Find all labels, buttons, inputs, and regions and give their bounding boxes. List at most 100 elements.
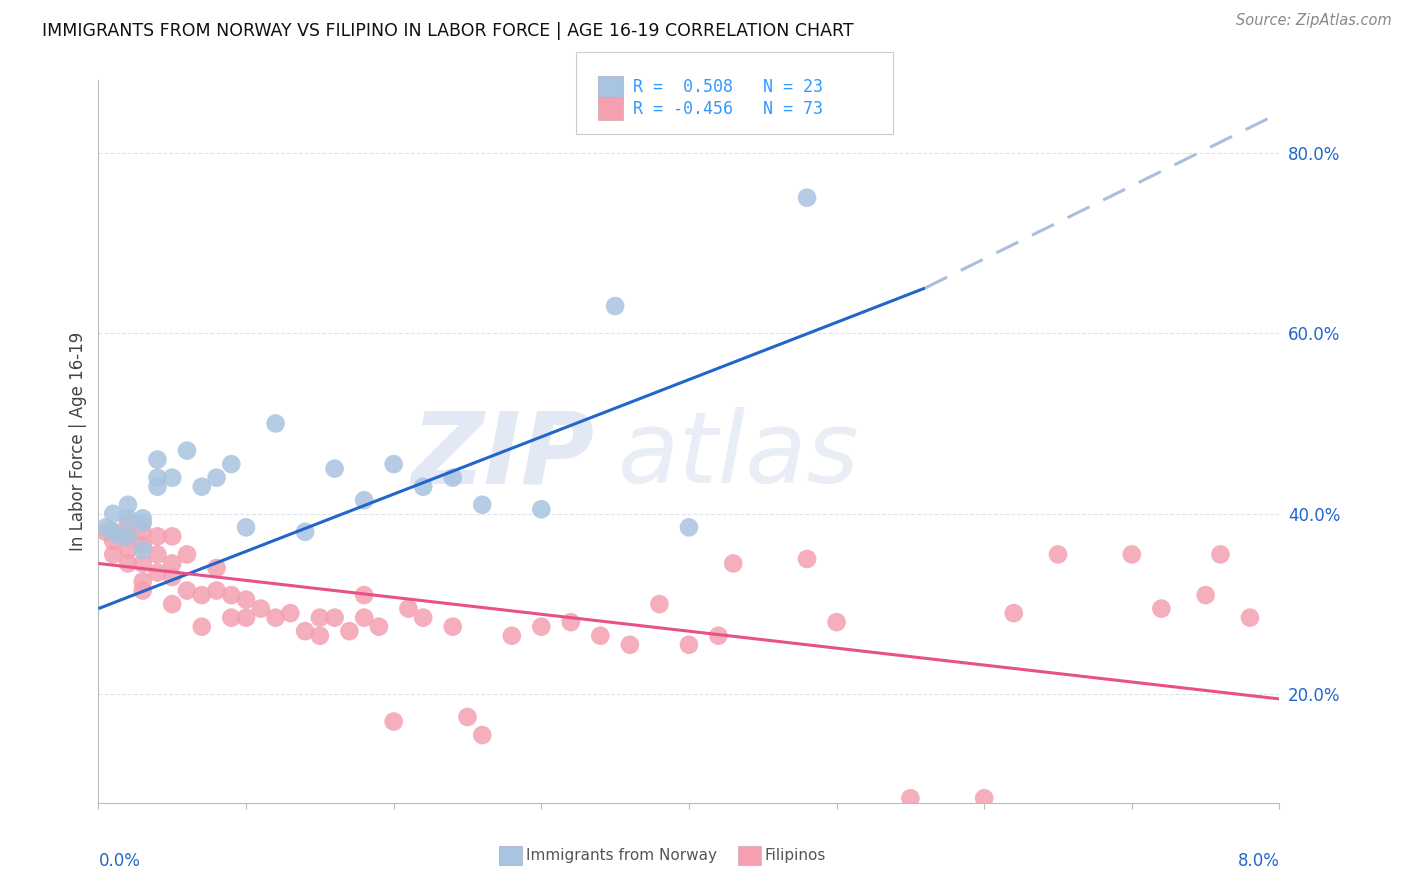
Point [973,791,995,805]
Point [132,516,155,530]
Point [707,629,730,643]
Point [132,524,155,539]
Point [412,480,434,494]
Point [132,583,155,598]
Point [146,566,169,580]
Point [589,629,612,643]
Point [441,471,464,485]
Point [94,520,117,534]
Point [176,443,198,458]
Point [103,533,125,548]
Point [353,493,375,508]
Text: ZIP: ZIP [412,408,595,505]
Point [103,524,125,539]
Point [280,606,302,620]
Point [162,597,184,611]
Point [323,461,346,475]
Point [162,529,184,543]
Point [205,471,228,485]
Point [1209,548,1232,562]
Point [796,552,818,566]
Y-axis label: In Labor Force | Age 16-19: In Labor Force | Age 16-19 [69,332,87,551]
Point [132,542,155,557]
Point [398,601,420,615]
Text: atlas: atlas [619,408,859,505]
Point [530,620,553,634]
Point [117,498,139,512]
Text: Immigrants from Norway: Immigrants from Norway [526,848,717,863]
Text: R = -0.456   N = 73: R = -0.456 N = 73 [633,100,823,118]
Text: Source: ZipAtlas.com: Source: ZipAtlas.com [1236,13,1392,29]
Point [146,529,169,543]
Point [457,710,479,724]
Point [221,610,243,624]
Point [796,191,818,205]
Point [619,638,641,652]
Point [117,542,139,557]
Point [412,610,434,624]
Point [94,524,117,539]
Point [250,601,273,615]
Point [294,624,316,639]
Point [560,615,582,630]
Point [162,471,184,485]
Point [103,524,125,539]
Point [235,520,257,534]
Text: R =  0.508   N = 23: R = 0.508 N = 23 [633,78,823,96]
Point [132,538,155,552]
Point [205,561,228,575]
Point [117,529,139,543]
Point [605,299,627,313]
Point [117,516,139,530]
Text: 0.0%: 0.0% [98,852,141,870]
Point [146,452,169,467]
Point [191,480,214,494]
Point [191,588,214,602]
Point [1150,601,1173,615]
Text: 8.0%: 8.0% [1237,852,1279,870]
Point [1002,606,1025,620]
Point [235,592,257,607]
Point [471,728,494,742]
Point [146,548,169,562]
Point [176,583,198,598]
Point [501,629,523,643]
Point [1195,588,1218,602]
Point [309,629,332,643]
Point [117,511,139,525]
Point [146,471,169,485]
Point [103,548,125,562]
Point [353,610,375,624]
Point [294,524,316,539]
Point [309,610,332,624]
Point [146,480,169,494]
Point [1046,548,1070,562]
Point [900,791,922,805]
Point [221,457,243,471]
Point [132,557,155,571]
Point [441,620,464,634]
Point [1121,548,1143,562]
Text: IMMIGRANTS FROM NORWAY VS FILIPINO IN LABOR FORCE | AGE 16-19 CORRELATION CHART: IMMIGRANTS FROM NORWAY VS FILIPINO IN LA… [42,22,853,40]
Point [353,588,375,602]
Point [678,638,700,652]
Point [678,520,700,534]
Point [825,615,848,630]
Point [191,620,214,634]
Point [162,557,184,571]
Point [205,583,228,598]
Point [323,610,346,624]
Point [235,610,257,624]
Point [339,624,361,639]
Point [264,417,287,431]
Point [471,498,494,512]
Point [132,574,155,589]
Point [264,610,287,624]
Point [117,557,139,571]
Point [1239,610,1261,624]
Text: Filipinos: Filipinos [765,848,827,863]
Point [382,457,405,471]
Point [110,529,132,543]
Point [723,557,745,571]
Point [382,714,405,729]
